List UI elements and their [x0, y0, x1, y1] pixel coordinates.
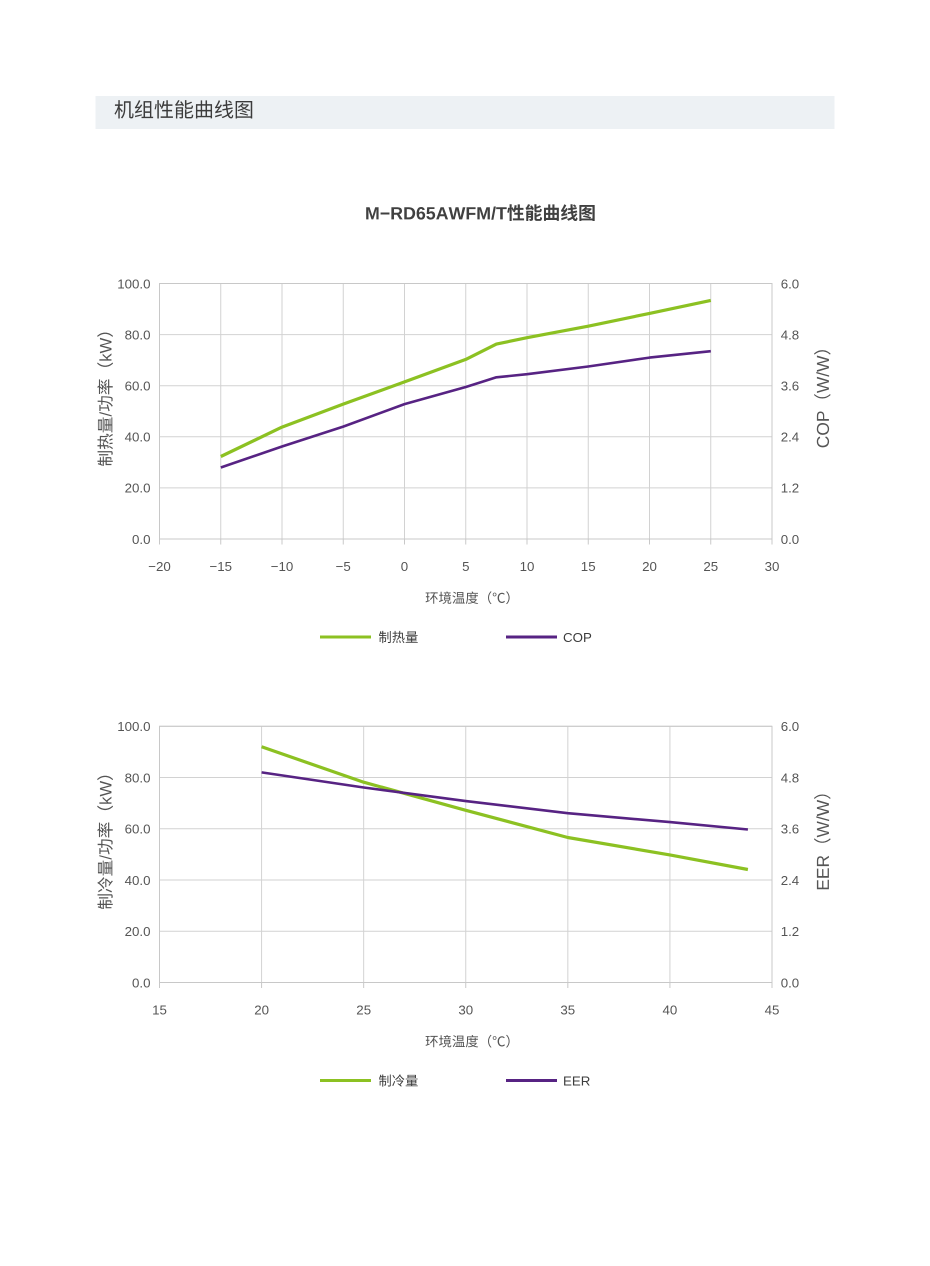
svg-text:6.0: 6.0 — [781, 276, 800, 291]
svg-text:0.0: 0.0 — [781, 532, 800, 547]
svg-text:3.6: 3.6 — [781, 379, 800, 394]
svg-text:20: 20 — [642, 559, 657, 574]
svg-text:45: 45 — [765, 1002, 780, 1017]
svg-text:−10: −10 — [271, 559, 294, 574]
svg-text:EER: EER — [563, 1073, 590, 1088]
svg-text:20: 20 — [254, 1002, 269, 1017]
svg-text:40.0: 40.0 — [125, 873, 151, 888]
svg-text:60.0: 60.0 — [125, 822, 151, 837]
svg-text:0: 0 — [401, 559, 408, 574]
svg-text:0.0: 0.0 — [132, 975, 151, 990]
svg-text:4.8: 4.8 — [781, 327, 800, 342]
svg-text:0.0: 0.0 — [781, 975, 800, 990]
svg-text:30: 30 — [765, 559, 780, 574]
svg-text:35: 35 — [560, 1002, 575, 1017]
svg-text:2.4: 2.4 — [781, 873, 800, 888]
svg-text:10: 10 — [520, 559, 535, 574]
svg-text:15: 15 — [152, 1002, 167, 1017]
svg-text:100.0: 100.0 — [117, 719, 150, 734]
svg-text:60.0: 60.0 — [125, 379, 151, 394]
svg-text:1.2: 1.2 — [781, 481, 800, 496]
svg-text:5: 5 — [462, 559, 469, 574]
svg-text:80.0: 80.0 — [125, 327, 151, 342]
svg-text:3.6: 3.6 — [781, 822, 800, 837]
svg-text:−15: −15 — [210, 559, 233, 574]
svg-text:40: 40 — [663, 1002, 678, 1017]
svg-text:30: 30 — [458, 1002, 473, 1017]
svg-text:2.4: 2.4 — [781, 430, 800, 445]
svg-text:100.0: 100.0 — [117, 276, 150, 291]
svg-text:20.0: 20.0 — [125, 481, 151, 496]
svg-text:15: 15 — [581, 559, 596, 574]
svg-text:80.0: 80.0 — [125, 770, 151, 785]
svg-text:−20: −20 — [148, 559, 171, 574]
svg-text:0.0: 0.0 — [132, 532, 151, 547]
svg-text:25: 25 — [356, 1002, 371, 1017]
svg-text:6.0: 6.0 — [781, 719, 800, 734]
svg-text:20.0: 20.0 — [125, 924, 151, 939]
svg-text:40.0: 40.0 — [125, 430, 151, 445]
svg-text:4.8: 4.8 — [781, 770, 800, 785]
svg-text:−5: −5 — [336, 559, 351, 574]
svg-text:COP: COP — [563, 630, 592, 645]
svg-text:1.2: 1.2 — [781, 924, 800, 939]
svg-text:25: 25 — [703, 559, 718, 574]
